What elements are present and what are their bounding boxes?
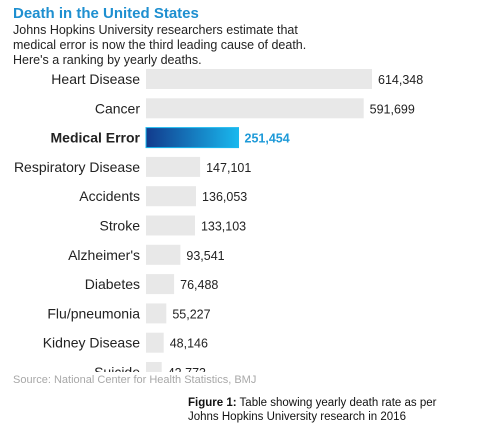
bar-alzheimer-s <box>146 244 181 265</box>
figure-caption-label: Figure 1: <box>188 397 237 409</box>
value-label-medical-error: 251,454 <box>245 132 290 146</box>
category-label-cancer: Cancer <box>95 100 140 116</box>
value-label-kidney-disease: 48,146 <box>170 337 208 351</box>
category-label-heart-disease: Heart Disease <box>51 71 140 87</box>
value-label-diabetes: 76,488 <box>180 278 218 292</box>
bar-medical-error <box>145 127 239 149</box>
bar-cancer <box>146 98 364 119</box>
value-label-cancer: 591,699 <box>370 102 415 116</box>
bar-heart-disease <box>146 69 372 89</box>
category-label-medical-error: Medical Error <box>51 130 141 146</box>
bar-stroke <box>146 215 195 236</box>
category-label-suicide: Suicide <box>94 364 140 372</box>
value-label-suicide: 42,773 <box>168 366 206 372</box>
category-label-accidents: Accidents <box>79 188 140 204</box>
chart-subtitle: Johns Hopkins University researchers est… <box>13 23 307 67</box>
category-label-alzheimer-s: Alzheimer's <box>68 247 140 263</box>
bar-flu-pneumonia <box>146 303 167 324</box>
value-label-heart-disease: 614,348 <box>378 73 423 87</box>
bar-chart: Heart Disease 614,348 Cancer 591,699 Medical… <box>14 69 423 372</box>
category-label-stroke: Stroke <box>100 218 141 234</box>
value-label-accidents: 136,053 <box>202 190 247 204</box>
value-label-respiratory-disease: 147,101 <box>206 161 251 175</box>
category-label-kidney-disease: Kidney Disease <box>43 335 140 351</box>
category-label-diabetes: Diabetes <box>85 276 140 292</box>
figure-caption: Figure 1: Table showing yearly death rat… <box>188 396 468 424</box>
bar-kidney-disease <box>146 332 164 353</box>
figure-caption-text: Table showing yearly death rate as per J… <box>188 397 437 423</box>
chart-title: Death in the United States <box>13 5 199 22</box>
source-note: Source: National Center for Health Stati… <box>13 374 257 386</box>
bar-respiratory-disease <box>146 156 201 177</box>
value-label-flu-pneumonia: 55,227 <box>172 307 210 321</box>
bar-diabetes <box>146 274 175 295</box>
bar-accidents <box>146 186 196 207</box>
bar-suicide <box>146 362 162 372</box>
value-label-alzheimer-s: 93,541 <box>186 249 224 263</box>
category-label-flu-pneumonia: Flu/pneumonia <box>47 305 140 321</box>
category-label-respiratory-disease: Respiratory Disease <box>14 159 140 175</box>
value-label-stroke: 133,103 <box>201 220 246 234</box>
